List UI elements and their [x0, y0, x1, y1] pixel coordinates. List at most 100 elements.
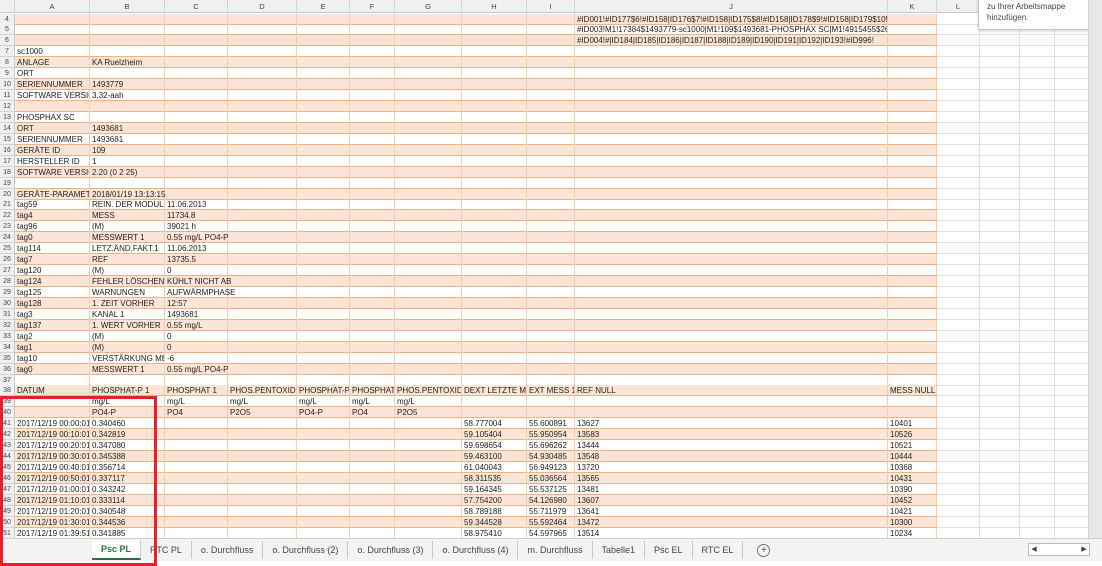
cell-G9[interactable]	[395, 68, 462, 80]
cell-O33[interactable]	[1055, 331, 1088, 342]
cell-K28[interactable]	[888, 276, 937, 288]
cell-J29[interactable]	[575, 287, 888, 298]
cell-M26[interactable]	[980, 254, 1020, 266]
cell-J39[interactable]	[575, 396, 888, 408]
cell-C36[interactable]: 0.55 mg/L PO4-P	[167, 363, 229, 375]
cell-N13[interactable]	[1020, 111, 1055, 123]
cell-I6[interactable]	[527, 35, 575, 47]
cell-F6[interactable]	[350, 35, 395, 47]
cell-C22[interactable]: 11734.8	[165, 210, 228, 222]
cell-C31[interactable]: 1493681	[165, 308, 228, 320]
cell-M14[interactable]	[980, 122, 1020, 134]
cell-G46[interactable]	[395, 472, 462, 484]
cell-B24[interactable]: MESSWERT 1	[90, 232, 165, 244]
cell-F31[interactable]	[350, 308, 395, 320]
cell-K33[interactable]	[888, 330, 937, 342]
cell-L36[interactable]	[937, 363, 980, 375]
cell-O22[interactable]	[1055, 210, 1088, 222]
cell-A29[interactable]: tag125	[15, 287, 90, 298]
cell-D23[interactable]	[228, 221, 297, 233]
cell-O12[interactable]	[1055, 101, 1088, 113]
cell-K45[interactable]: 10368	[888, 462, 937, 474]
cell-C8[interactable]	[165, 57, 228, 69]
cell-A33[interactable]: tag2	[15, 330, 90, 342]
cell-A45[interactable]: 2017/12/19 00:40:01	[17, 462, 90, 474]
cell-N20[interactable]	[1020, 188, 1055, 200]
row-header[interactable]: 10	[0, 79, 15, 91]
cell-E22[interactable]	[297, 210, 350, 222]
cell-I14[interactable]	[527, 122, 575, 134]
cell-C7[interactable]	[165, 46, 228, 58]
cell-F28[interactable]	[350, 276, 395, 288]
cell-I11[interactable]	[527, 90, 575, 102]
cell-H35[interactable]	[462, 352, 527, 364]
cell-F40[interactable]: PO4	[350, 407, 395, 419]
cell-B32[interactable]: 1. WERT VORHER	[90, 319, 165, 331]
cell-L34[interactable]	[937, 341, 980, 353]
cell-E23[interactable]	[297, 221, 350, 233]
cell-C25[interactable]: 11.06.2013	[165, 243, 228, 255]
cell-D48[interactable]	[228, 494, 297, 506]
cell-L22[interactable]	[937, 210, 980, 222]
cell-N15[interactable]	[1020, 133, 1055, 145]
cell-F12[interactable]	[350, 101, 395, 113]
cell-C38[interactable]: PHOSPHAT 1	[165, 385, 228, 397]
row-header[interactable]: 23	[0, 221, 15, 233]
column-header-B[interactable]: B	[90, 0, 165, 13]
cell-K42[interactable]: 10526	[888, 429, 937, 441]
cell-A13[interactable]: PHOSPHAX SC	[15, 111, 90, 123]
cell-K18[interactable]	[888, 166, 937, 178]
cell-D21[interactable]	[228, 199, 297, 211]
cell-L14[interactable]	[937, 122, 980, 134]
cell-J5[interactable]: #ID003!M1!17384$1493779-sc1000|M1!109$14…	[577, 24, 888, 36]
cell-A47[interactable]: 2017/12/19 01:00:01	[17, 483, 90, 495]
cell-D37[interactable]	[228, 374, 297, 386]
cell-E32[interactable]	[297, 319, 350, 331]
cell-L7[interactable]	[937, 46, 980, 58]
cell-E16[interactable]	[297, 144, 350, 156]
cell-B46[interactable]: 0.337117	[90, 472, 165, 484]
cell-E13[interactable]	[297, 111, 350, 123]
cell-M51[interactable]	[980, 527, 1020, 538]
cell-D7[interactable]	[228, 46, 297, 58]
cell-J32[interactable]	[575, 319, 888, 331]
cell-N26[interactable]	[1020, 254, 1055, 266]
cell-C6[interactable]	[165, 35, 228, 47]
cell-A43[interactable]: 2017/12/19 00:20:01	[17, 440, 90, 452]
row-header[interactable]: 45	[0, 462, 15, 474]
row-header[interactable]: 21	[0, 199, 15, 211]
cell-F30[interactable]	[350, 297, 395, 309]
row-header[interactable]: 35	[0, 352, 15, 364]
cell-F4[interactable]	[350, 13, 395, 25]
cell-L10[interactable]	[937, 79, 980, 91]
cell-N27[interactable]	[1020, 265, 1055, 277]
cell-C27[interactable]: 0	[165, 265, 228, 277]
cell-A17[interactable]: HERSTELLER ID	[15, 155, 90, 167]
cell-H5[interactable]	[462, 24, 527, 36]
cell-K26[interactable]	[888, 254, 937, 266]
cell-D27[interactable]	[228, 265, 297, 277]
cell-G5[interactable]	[395, 24, 462, 36]
cell-N34[interactable]	[1020, 341, 1055, 353]
row-header[interactable]: 49	[0, 505, 15, 517]
cell-M8[interactable]	[980, 57, 1020, 69]
cell-A37[interactable]	[15, 374, 90, 386]
cell-E41[interactable]	[297, 418, 350, 430]
cell-G49[interactable]	[395, 505, 462, 517]
cell-B21[interactable]: REIN. DER MODULE	[92, 199, 165, 211]
cell-M25[interactable]	[980, 243, 1020, 255]
cell-B49[interactable]: 0.340548	[90, 505, 165, 517]
cell-J42[interactable]: 13583	[575, 429, 888, 441]
cell-D49[interactable]	[228, 505, 297, 517]
row-header[interactable]: 27	[0, 265, 15, 277]
row-header[interactable]: 4	[0, 13, 15, 25]
cell-J49[interactable]: 13641	[575, 505, 888, 517]
cell-B17[interactable]: 1	[90, 155, 165, 167]
cell-N8[interactable]	[1020, 57, 1055, 69]
sheet-tab[interactable]: Tabelle1	[593, 541, 646, 559]
sheet-tab[interactable]: Psc PL	[92, 540, 142, 560]
cell-I9[interactable]	[527, 68, 575, 80]
sheet-tab[interactable]: RTC EL	[693, 541, 744, 559]
cell-D40[interactable]: P2O5	[228, 407, 297, 419]
cell-B6[interactable]	[90, 35, 165, 47]
